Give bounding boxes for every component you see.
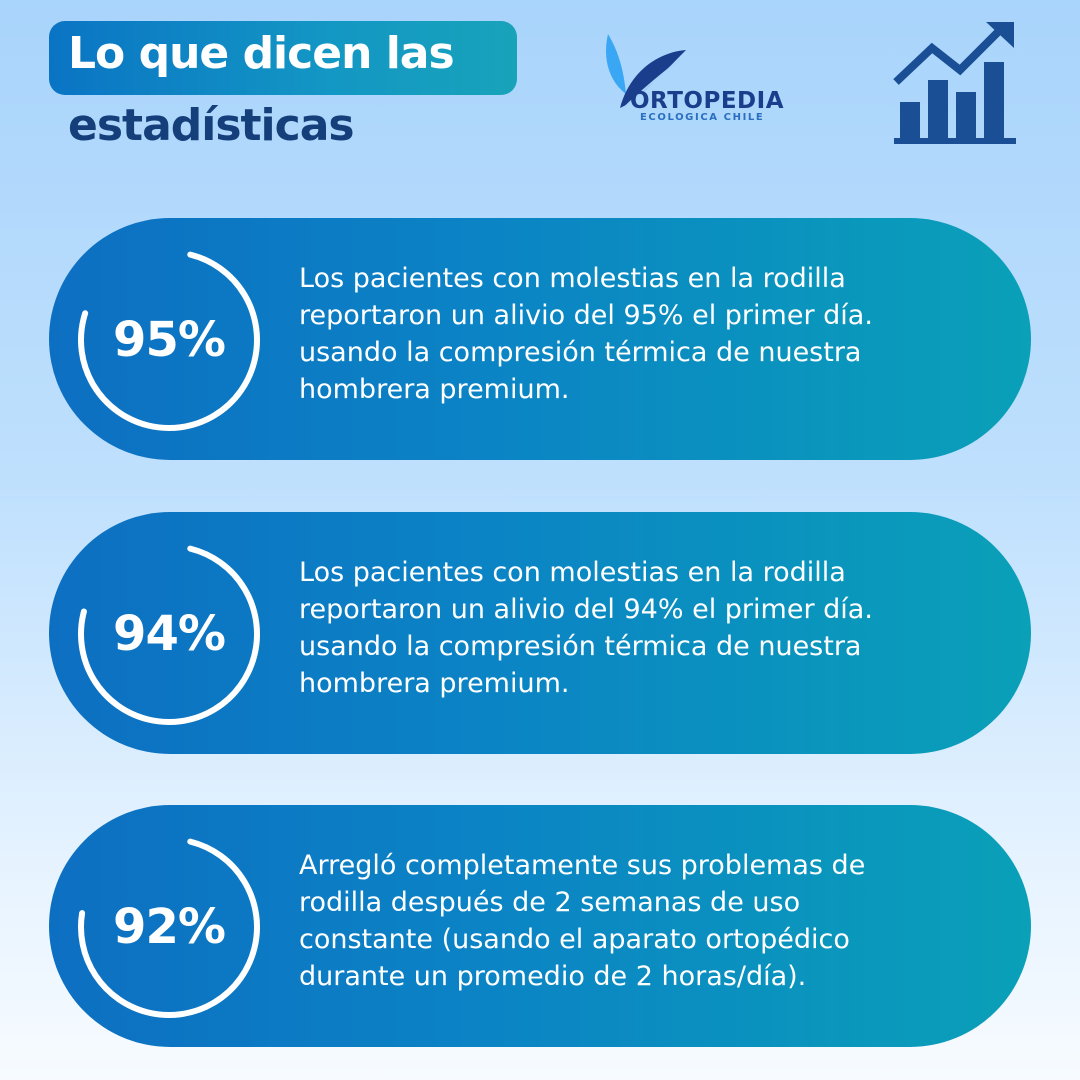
stat-description: Los pacientes con molestias en la rodill… <box>299 260 999 408</box>
stat-line: reportaron un alivio del 94% el primer d… <box>299 594 873 625</box>
brand-tagline: ECOLOGICA CHILE <box>640 112 765 123</box>
stat-line: usando la compresión térmica de nuestra <box>299 337 862 368</box>
progress-ring: 95% <box>71 242 267 438</box>
page-subtitle: estadísticas <box>68 100 355 151</box>
stat-card: 95% Los pacientes con molestias en la ro… <box>49 218 1031 460</box>
page-title: Lo que dicen las <box>68 28 455 79</box>
stat-percentage: 95% <box>113 312 226 368</box>
stat-description: Arregló completamente sus problemas de r… <box>299 847 999 995</box>
stat-percentage: 94% <box>113 606 226 662</box>
stat-line: durante un promedio de 2 horas/día). <box>299 961 807 992</box>
brand-logo: ORTOPEDIA ECOLOGICA CHILE <box>600 30 790 130</box>
stat-description: Los pacientes con molestias en la rodill… <box>299 554 999 702</box>
stat-line: hombrera premium. <box>299 668 570 699</box>
stat-line: Los pacientes con molestias en la rodill… <box>299 557 846 588</box>
stat-line: hombrera premium. <box>299 374 570 405</box>
progress-ring: 94% <box>71 536 267 732</box>
stat-line: rodilla después de 2 semanas de uso <box>299 887 801 918</box>
stat-card: 92% Arregló completamente sus problemas … <box>49 805 1031 1047</box>
stat-line: Los pacientes con molestias en la rodill… <box>299 263 846 294</box>
stat-percentage: 92% <box>113 899 226 955</box>
bar-chart-growth-icon <box>890 18 1020 148</box>
progress-ring: 92% <box>71 829 267 1025</box>
leaf-logo-icon <box>606 34 686 111</box>
title-banner <box>49 21 517 95</box>
stat-card: 94% Los pacientes con molestias en la ro… <box>49 512 1031 754</box>
stat-line: constante (usando el aparato ortopédico <box>299 924 850 955</box>
brand-name: ORTOPEDIA <box>630 88 784 114</box>
stat-line: Arregló completamente sus problemas de <box>299 850 866 881</box>
stat-line: reportaron un alivio del 95% el primer d… <box>299 300 873 331</box>
stat-line: usando la compresión térmica de nuestra <box>299 631 862 662</box>
